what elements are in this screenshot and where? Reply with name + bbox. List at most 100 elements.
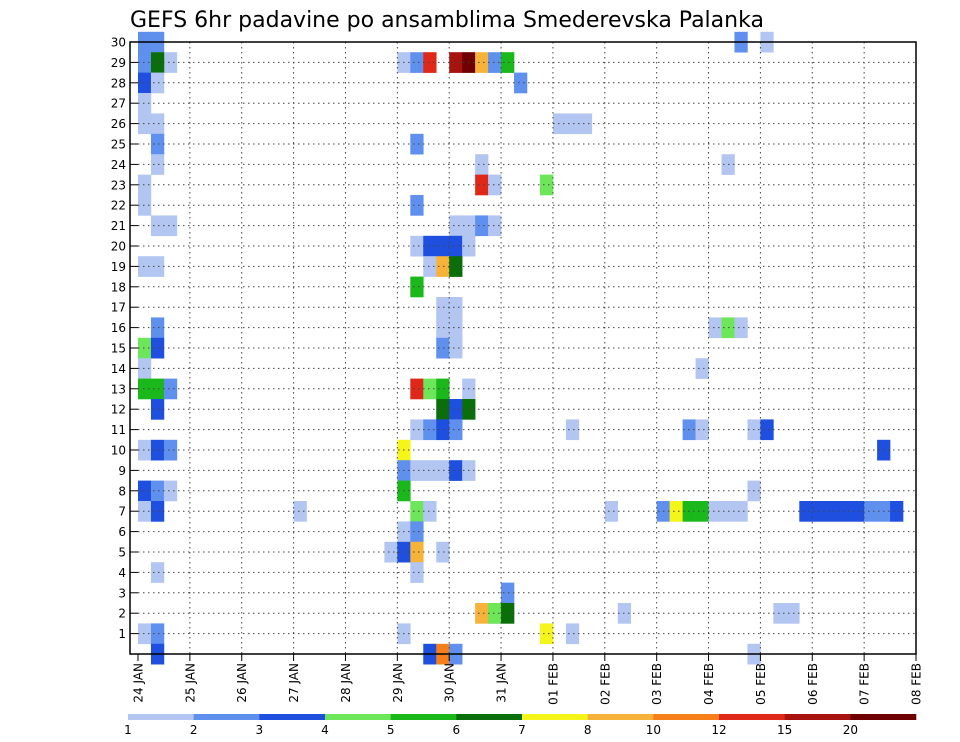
legend-color-swatch <box>719 714 785 720</box>
heatmap-cell <box>604 501 619 522</box>
heatmap-cell <box>436 541 450 563</box>
heatmap-cell <box>565 419 580 441</box>
heatmap-cell <box>475 154 489 175</box>
heatmap-cell <box>423 256 437 277</box>
heatmap-cell <box>501 582 515 604</box>
heatmap-cell <box>410 501 424 522</box>
heatmap-cell <box>475 603 489 624</box>
heatmap-cell <box>150 480 165 502</box>
grid-layer <box>138 41 916 654</box>
heatmap-cell <box>449 317 463 339</box>
y-tick-label: 29 <box>111 56 126 70</box>
heatmap-cell <box>488 174 502 196</box>
heatmap-cell <box>449 215 463 237</box>
heatmap-cell <box>138 113 152 135</box>
heatmap-cell <box>436 317 450 339</box>
x-tick-label: 29 JAN <box>391 663 405 703</box>
heatmap-cell <box>799 501 813 522</box>
legend-label: 6 <box>453 723 461 737</box>
heatmap-cell <box>423 460 437 481</box>
legend-label: 7 <box>518 723 526 737</box>
heatmap-cell <box>734 501 748 522</box>
heatmap-cell <box>436 256 450 277</box>
heatmap-cell <box>539 174 554 196</box>
y-tick-label: 20 <box>111 240 126 254</box>
heatmap-cell <box>410 378 424 400</box>
heatmap-cell <box>150 154 165 175</box>
heatmap-cell <box>150 501 165 522</box>
heatmap-cell <box>708 317 722 339</box>
cells-layer <box>138 31 904 665</box>
heatmap-cell <box>423 52 437 73</box>
y-tick-label: 3 <box>118 586 126 600</box>
heatmap-cell <box>138 501 152 522</box>
chart-title: GEFS 6hr padavine po ansamblima Smederev… <box>130 8 764 33</box>
heatmap-cell <box>695 419 709 441</box>
heatmap-cell <box>449 297 463 318</box>
legend-label: 10 <box>646 723 661 737</box>
y-tick-label: 24 <box>111 158 126 172</box>
legend-color-swatch <box>128 714 194 720</box>
heatmap-cell <box>150 133 165 155</box>
heatmap-cell <box>423 235 437 257</box>
y-axis: 1234567891011121314151617181920212223242… <box>111 36 138 641</box>
heatmap-cell <box>410 235 424 257</box>
y-tick-label: 28 <box>111 76 126 90</box>
heatmap-cell <box>150 256 165 277</box>
heatmap-cell <box>695 501 709 522</box>
y-tick-label: 5 <box>118 546 126 560</box>
y-tick-label: 2 <box>118 607 126 621</box>
heatmap-cell <box>851 501 865 522</box>
heatmap-cell <box>150 378 165 400</box>
heatmap-cell <box>773 603 787 624</box>
heatmap-cell <box>890 501 904 522</box>
x-tick-label: 05 FEB <box>754 663 768 705</box>
x-tick-label: 27 JAN <box>287 663 301 703</box>
y-tick-label: 22 <box>111 199 126 213</box>
heatmap-cell <box>150 337 165 359</box>
legend-label: 1 <box>124 723 132 737</box>
y-tick-label: 11 <box>111 423 126 437</box>
x-tick-label: 06 FEB <box>806 663 820 705</box>
heatmap-cell <box>138 358 152 379</box>
heatmap-cell <box>436 297 450 318</box>
x-tick-label: 31 JAN <box>495 663 509 703</box>
heatmap-cell <box>436 235 450 257</box>
heatmap-cell <box>163 480 178 502</box>
heatmap-cell <box>138 439 152 461</box>
heatmap-cell <box>150 72 165 94</box>
heatmap-cell <box>669 501 683 522</box>
heatmap-cell <box>410 521 424 543</box>
heatmap-cell <box>138 52 152 73</box>
x-tick-label: 30 JAN <box>443 663 457 703</box>
heatmap-cell <box>864 501 878 522</box>
y-tick-label: 30 <box>111 36 126 50</box>
heatmap-cell <box>539 623 554 645</box>
heatmap-cell <box>410 52 424 73</box>
y-tick-label: 6 <box>118 525 126 539</box>
heatmap-cell <box>565 113 580 135</box>
heatmap-cell <box>163 439 178 461</box>
legend-color-swatch <box>850 714 917 720</box>
heatmap-cell <box>163 378 178 400</box>
heatmap-cell <box>410 195 424 216</box>
heatmap-cell <box>138 174 152 196</box>
heatmap-cell <box>423 501 437 522</box>
heatmap-cell <box>565 623 580 645</box>
y-tick-label: 26 <box>111 117 126 131</box>
y-tick-label: 7 <box>118 505 126 519</box>
heatmap-cell <box>138 623 152 645</box>
x-axis: 24 JAN 25 JAN 26 JAN 27 JAN 28 JAN 29 JAN 30 J… <box>132 654 924 705</box>
heatmap-cell <box>475 215 489 237</box>
heatmap-cell <box>501 52 515 73</box>
x-tick-label: 28 JAN <box>339 663 353 703</box>
legend-color-swatch <box>522 714 588 720</box>
heatmap-cell <box>150 317 165 339</box>
heatmap-cell <box>138 337 152 359</box>
heatmap-cell <box>150 562 165 583</box>
heatmap-cell <box>138 256 152 277</box>
heatmap-cell <box>501 603 515 624</box>
y-tick-label: 21 <box>111 219 126 233</box>
heatmap-cell <box>475 174 489 196</box>
heatmap-cell <box>436 378 450 400</box>
